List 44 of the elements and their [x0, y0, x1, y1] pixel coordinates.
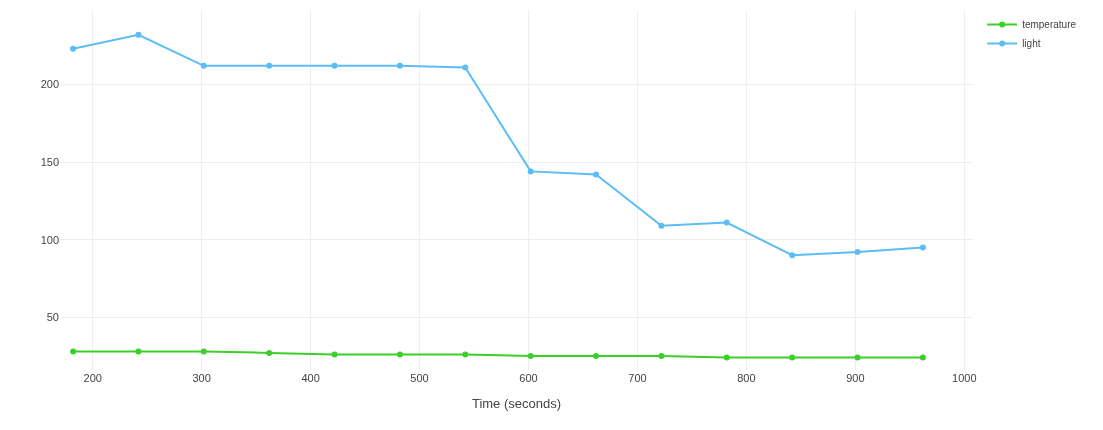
point: [723, 354, 730, 361]
point: [462, 351, 469, 358]
x-tick-label: 200: [83, 372, 102, 384]
point: [70, 45, 77, 52]
point: [266, 62, 273, 69]
y-tick-label: 150: [40, 155, 59, 168]
point: [266, 349, 273, 356]
point: [593, 353, 600, 360]
point: [723, 219, 730, 226]
x-tick-label: 600: [519, 372, 538, 384]
legend-label: light: [1022, 38, 1041, 50]
point: [70, 348, 77, 355]
y-tick-label: 200: [40, 78, 59, 91]
point: [854, 354, 861, 361]
point: [789, 354, 796, 361]
legend-label: temperature: [1022, 19, 1077, 31]
y-tick-label: 100: [40, 233, 59, 246]
point: [462, 64, 469, 71]
point: [135, 31, 142, 38]
point: [789, 252, 796, 259]
x-tick-label: 1000: [952, 372, 977, 384]
point: [919, 354, 926, 361]
y-tick-label: 50: [46, 311, 59, 324]
point: [396, 351, 403, 358]
x-tick-label: 400: [301, 372, 320, 384]
point: [854, 249, 861, 256]
point: [527, 353, 534, 360]
x-tick-label: 700: [628, 372, 647, 384]
point: [919, 244, 926, 251]
point: [527, 168, 534, 175]
x-tick-label: 500: [410, 372, 429, 384]
point: [593, 171, 600, 178]
x-tick-label: 300: [192, 372, 211, 384]
x-tick-label: 900: [846, 372, 865, 384]
point: [396, 62, 403, 69]
point: [331, 62, 338, 69]
x-axis-title: Time (seconds): [471, 395, 562, 411]
point: [200, 62, 207, 69]
point: [331, 351, 338, 358]
point: [658, 353, 665, 360]
x-tick-label: 800: [737, 372, 756, 384]
point: [658, 222, 665, 229]
point: [135, 348, 142, 355]
point: [200, 348, 207, 355]
